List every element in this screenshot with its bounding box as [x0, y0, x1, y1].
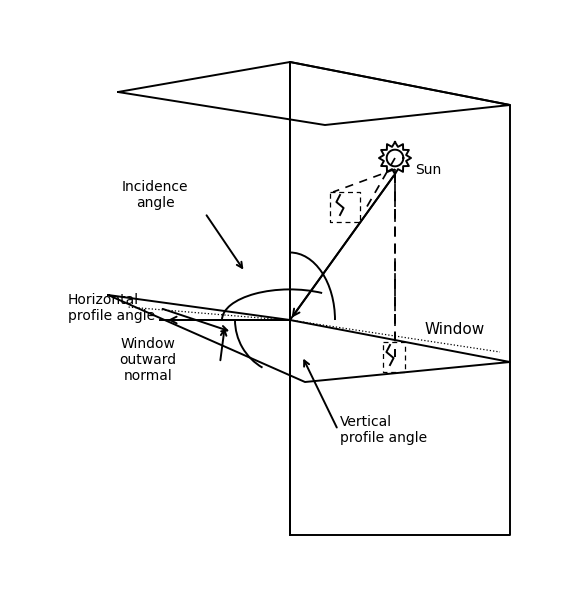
Text: Window
outward
normal: Window outward normal	[120, 337, 177, 383]
Text: Vertical
profile angle: Vertical profile angle	[340, 415, 427, 445]
Text: Horizontal
profile angle: Horizontal profile angle	[68, 293, 155, 323]
Text: Incidence
angle: Incidence angle	[122, 180, 188, 210]
Text: Sun: Sun	[415, 163, 441, 177]
Text: Window: Window	[425, 323, 485, 337]
